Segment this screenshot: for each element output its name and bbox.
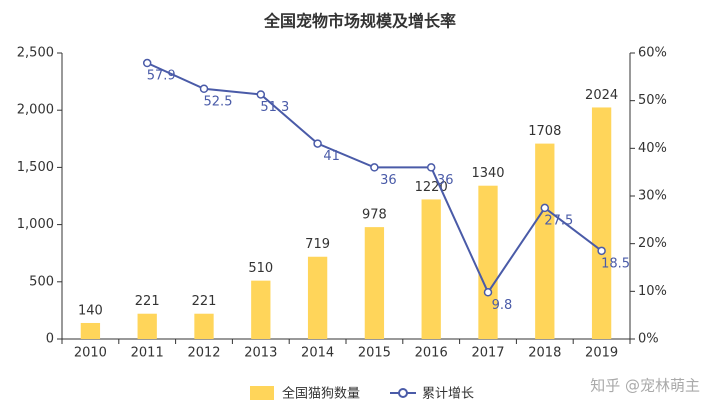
watermark: 知乎 @宠林萌主 bbox=[590, 377, 700, 395]
data-label: 57.9 bbox=[147, 69, 176, 84]
y-tick-label: 0 bbox=[46, 332, 54, 347]
y2-tick-label: 60% bbox=[638, 46, 667, 61]
data-label: 36 bbox=[437, 173, 454, 188]
x-tick-label: 2016 bbox=[415, 346, 448, 361]
bar bbox=[194, 313, 214, 339]
y2-tick-label: 0% bbox=[638, 332, 659, 347]
y2-tick-label: 50% bbox=[638, 93, 667, 108]
data-label: 18.5 bbox=[601, 256, 630, 271]
y-tick-label: 1,500 bbox=[17, 160, 54, 175]
y2-tick-label: 40% bbox=[638, 141, 667, 156]
data-label: 719 bbox=[305, 237, 330, 252]
x-tick-label: 2017 bbox=[471, 346, 504, 361]
data-label: 1708 bbox=[528, 124, 561, 139]
bar bbox=[251, 280, 271, 339]
chart-title: 全国宠物市场规模及增长率 bbox=[263, 12, 456, 31]
x-tick-label: 2012 bbox=[187, 346, 220, 361]
bar bbox=[137, 313, 157, 339]
data-label: 27.5 bbox=[544, 213, 573, 228]
bar bbox=[421, 199, 441, 339]
y-tick-label: 500 bbox=[29, 274, 54, 289]
data-label: 978 bbox=[362, 208, 387, 223]
x-tick-label: 2013 bbox=[244, 346, 277, 361]
data-label: 51.3 bbox=[260, 100, 289, 115]
data-label: 1340 bbox=[471, 166, 504, 181]
bar bbox=[80, 322, 101, 339]
y2-tick-label: 10% bbox=[638, 284, 667, 299]
legend-swatch bbox=[398, 388, 408, 398]
line-point bbox=[426, 163, 436, 172]
data-label: 510 bbox=[248, 261, 273, 276]
legend-label: 全国猫狗数量 bbox=[282, 386, 360, 402]
bar bbox=[535, 143, 555, 339]
x-tick-label: 2018 bbox=[528, 346, 561, 361]
bar bbox=[591, 107, 612, 339]
y-tick-label: 2,000 bbox=[17, 103, 54, 118]
legend-label: 累计增长 bbox=[422, 387, 474, 402]
bar bbox=[307, 256, 328, 339]
line-point bbox=[313, 139, 322, 148]
y2-tick-label: 20% bbox=[638, 236, 667, 251]
bar bbox=[478, 185, 498, 339]
line-point bbox=[483, 288, 493, 297]
x-tick-label: 2010 bbox=[74, 346, 107, 361]
y-tick-label: 1,000 bbox=[17, 217, 54, 232]
line-point bbox=[142, 58, 152, 68]
y-tick-label: 2,500 bbox=[17, 46, 54, 61]
data-label: 9.8 bbox=[492, 298, 513, 313]
data-label: 140 bbox=[78, 303, 103, 318]
data-label: 2024 bbox=[585, 88, 618, 103]
line-point bbox=[256, 90, 266, 99]
data-label: 41 bbox=[323, 149, 340, 164]
bar bbox=[364, 227, 385, 339]
line-point bbox=[199, 84, 209, 93]
x-tick-label: 2014 bbox=[301, 346, 334, 361]
x-tick-label: 2011 bbox=[131, 346, 164, 361]
legend-swatch bbox=[250, 386, 274, 400]
x-tick-label: 2015 bbox=[358, 346, 391, 361]
data-label: 221 bbox=[192, 294, 217, 309]
data-label: 52.5 bbox=[204, 94, 233, 109]
line-point bbox=[597, 246, 606, 256]
y2-tick-label: 30% bbox=[638, 189, 667, 204]
line-point bbox=[370, 163, 379, 172]
data-label: 36 bbox=[380, 173, 397, 188]
x-tick-label: 2019 bbox=[585, 346, 618, 361]
data-label: 221 bbox=[135, 294, 160, 309]
line-point bbox=[540, 203, 550, 213]
